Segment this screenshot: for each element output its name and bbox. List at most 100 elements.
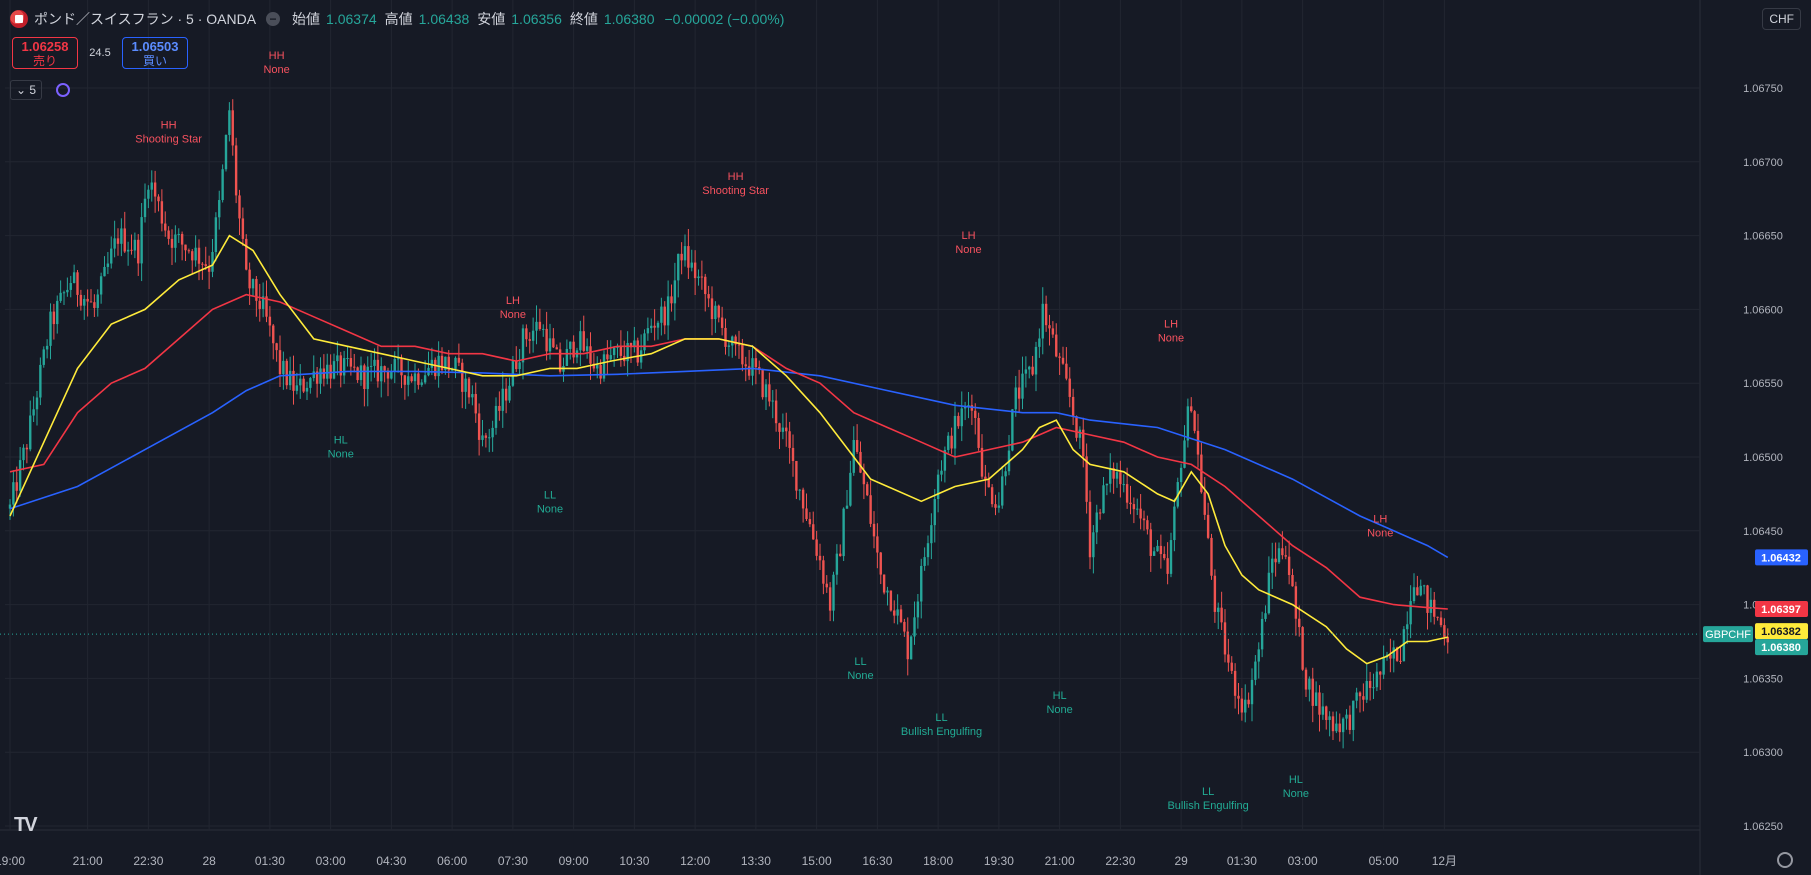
candle-body: [690, 262, 693, 268]
candle-body: [1206, 514, 1210, 538]
candle-body: [231, 110, 234, 146]
candle-body: [1372, 687, 1375, 689]
candle-body: [45, 345, 49, 350]
x-tick-label: 29: [1174, 854, 1188, 868]
candle-body: [984, 476, 987, 480]
price-axis-panel: [1700, 0, 1811, 875]
candle-body: [855, 440, 859, 452]
candle-body: [309, 378, 312, 388]
settings-gear-icon[interactable]: [1777, 852, 1793, 868]
candle-body: [606, 354, 609, 360]
candle-body: [923, 557, 926, 566]
collapse-icon[interactable]: −: [266, 12, 281, 26]
candle-body: [261, 296, 265, 309]
candle-body: [552, 338, 555, 348]
x-tick-label: 10:30: [619, 854, 649, 868]
buy-button[interactable]: 1.06503 買い: [122, 37, 188, 69]
sell-price: 1.06258: [21, 39, 69, 54]
axis-price-text: 1.06397: [1761, 604, 1801, 616]
candle-body: [326, 364, 329, 379]
candle-body: [1156, 545, 1159, 552]
candle-body: [396, 358, 400, 360]
candle-body: [656, 322, 660, 328]
x-tick-label: 28: [202, 854, 216, 868]
candle-body: [282, 360, 285, 375]
swing-label: HH: [161, 119, 177, 131]
candle-body: [116, 238, 120, 244]
candle-body: [167, 230, 170, 239]
candle-body: [572, 341, 575, 358]
candle-body: [515, 360, 518, 370]
candle-body: [1149, 529, 1152, 556]
candle-body: [1034, 346, 1038, 375]
candle-body: [471, 394, 474, 398]
candle-body: [69, 283, 72, 290]
candle-body: [93, 302, 96, 308]
candle-body: [1419, 585, 1422, 596]
axis-price-bg: [1755, 639, 1808, 656]
y-tick-label: 1.06250: [1743, 821, 1783, 833]
candle-body: [1325, 706, 1328, 721]
candle-body: [913, 617, 916, 637]
currency-button[interactable]: CHF: [1762, 8, 1801, 30]
candle-body: [1412, 587, 1416, 602]
symbol-title[interactable]: ポンド／スイスフラン · 5 · OANDA: [34, 11, 257, 27]
symbol-tag-bg: [1703, 626, 1753, 643]
candle-body: [194, 247, 197, 261]
candle-body: [390, 371, 393, 379]
candle-body: [1065, 363, 1068, 379]
candle-body: [589, 346, 592, 364]
candle-body: [255, 279, 258, 301]
candle-body: [288, 370, 292, 386]
sell-button[interactable]: 1.06258 売り: [12, 37, 78, 69]
candle-body: [849, 472, 852, 506]
candle-body: [241, 218, 245, 239]
x-tick-label: 07:30: [498, 854, 528, 868]
candle-body: [1071, 396, 1075, 417]
sync-icon[interactable]: [56, 83, 71, 97]
candle-body: [1190, 406, 1193, 412]
x-tick-label: 04:30: [376, 854, 406, 868]
candle-body: [1186, 406, 1190, 441]
candle-body: [410, 376, 413, 382]
candle-body: [430, 359, 434, 368]
candle-body: [1250, 679, 1254, 705]
candle-body: [673, 280, 677, 304]
candle-body: [1058, 356, 1061, 358]
candle-body: [1227, 654, 1230, 663]
candle-body: [943, 449, 947, 471]
candle-body: [1078, 429, 1082, 438]
candle-body: [248, 269, 251, 289]
candle-body: [224, 134, 228, 170]
trade-panel: 1.06258 売り 24.5 1.06503 買い: [12, 37, 188, 69]
candle-body: [1389, 654, 1392, 659]
candle-body: [1426, 585, 1429, 613]
candle-body: [670, 296, 673, 304]
candle-body: [153, 182, 157, 197]
axis-price-label: 1.06382: [1755, 623, 1808, 640]
candle-body: [926, 543, 930, 558]
candle-body: [187, 250, 191, 252]
candle-body: [1146, 520, 1149, 530]
candle-body: [18, 460, 22, 491]
candle-body: [1014, 387, 1017, 410]
indicators-toggle[interactable]: ⌄ 5: [10, 80, 43, 100]
candle-body: [383, 366, 386, 371]
candle-body: [174, 234, 177, 248]
candle-body: [1244, 699, 1247, 713]
indicator-row: ⌄ 5: [10, 80, 71, 100]
candle-body: [376, 359, 380, 382]
candle-body: [893, 610, 896, 616]
candle-body: [727, 345, 731, 347]
axis-price-text: 1.06380: [1761, 642, 1801, 654]
candle-body: [251, 279, 255, 289]
candle-body: [599, 364, 602, 379]
candle-body: [511, 360, 515, 386]
candle-body: [1082, 429, 1085, 457]
tradingview-logo-icon[interactable]: TV: [14, 814, 38, 836]
candle-body: [1436, 616, 1439, 618]
candle-body: [1375, 671, 1379, 688]
candle-body: [876, 536, 879, 553]
candle-body: [1115, 472, 1119, 479]
